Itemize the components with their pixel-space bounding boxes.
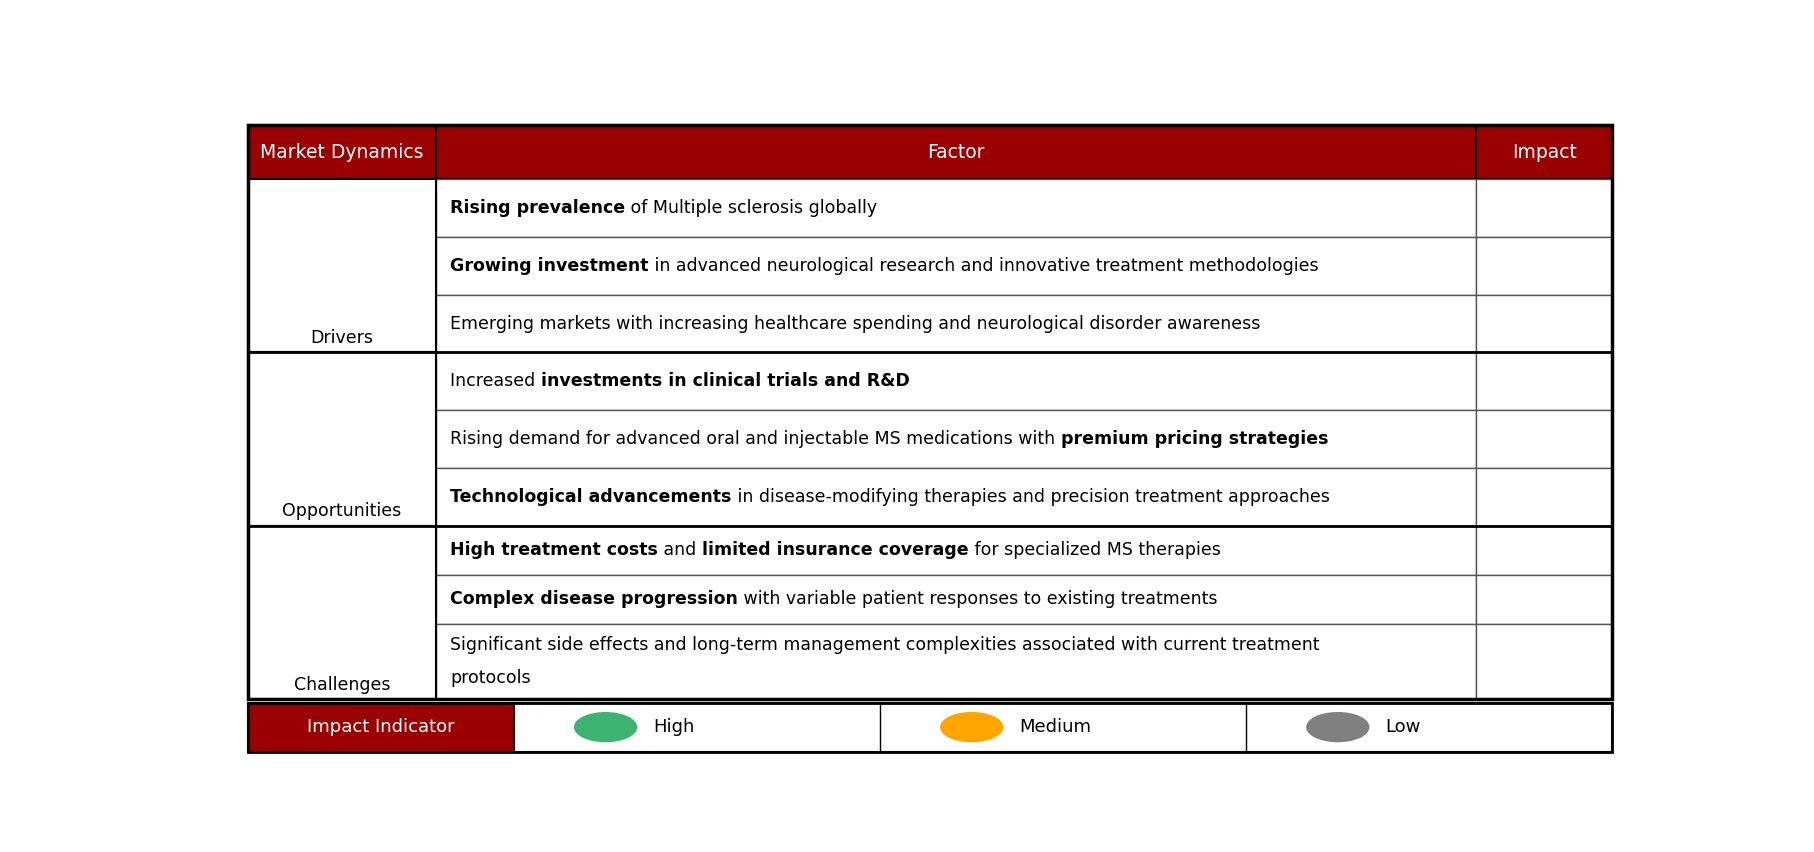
FancyBboxPatch shape [435, 237, 1475, 295]
FancyBboxPatch shape [1475, 574, 1611, 624]
Text: for specialized MS therapies: for specialized MS therapies [969, 541, 1219, 559]
FancyBboxPatch shape [1475, 179, 1611, 237]
Text: Rising demand for advanced oral and injectable MS medications with: Rising demand for advanced oral and inje… [450, 430, 1061, 448]
FancyBboxPatch shape [1475, 353, 1611, 410]
Text: and: and [658, 541, 702, 559]
Text: Impact Indicator: Impact Indicator [307, 718, 455, 736]
Circle shape [1306, 712, 1368, 741]
Text: Market Dynamics: Market Dynamics [259, 142, 424, 162]
FancyBboxPatch shape [435, 179, 1475, 237]
Text: Drivers: Drivers [310, 329, 374, 347]
Text: Low: Low [1384, 718, 1420, 736]
Text: Growing investment: Growing investment [450, 256, 648, 274]
Text: Medium: Medium [1019, 718, 1090, 736]
Text: Technological advancements: Technological advancements [450, 488, 731, 506]
Text: High treatment costs: High treatment costs [450, 541, 658, 559]
Text: investments in clinical trials and R&D: investments in clinical trials and R&D [541, 372, 909, 390]
Circle shape [575, 712, 637, 741]
FancyBboxPatch shape [1475, 468, 1611, 526]
Text: limited insurance coverage: limited insurance coverage [702, 541, 969, 559]
FancyBboxPatch shape [435, 295, 1475, 353]
Text: Complex disease progression: Complex disease progression [450, 590, 738, 608]
FancyBboxPatch shape [435, 468, 1475, 526]
FancyBboxPatch shape [1475, 125, 1611, 179]
FancyBboxPatch shape [249, 526, 435, 699]
Text: of Multiple sclerosis globally: of Multiple sclerosis globally [626, 199, 878, 217]
Text: in advanced neurological research and innovative treatment methodologies: in advanced neurological research and in… [648, 256, 1317, 274]
Text: Rising prevalence: Rising prevalence [450, 199, 626, 217]
FancyBboxPatch shape [513, 703, 1611, 751]
FancyBboxPatch shape [1475, 295, 1611, 353]
Text: Significant side effects and long-term management complexities associated with c: Significant side effects and long-term m… [450, 636, 1319, 653]
FancyBboxPatch shape [1475, 410, 1611, 468]
FancyBboxPatch shape [435, 410, 1475, 468]
Text: Impact: Impact [1511, 142, 1576, 162]
FancyBboxPatch shape [249, 179, 435, 353]
FancyBboxPatch shape [1475, 624, 1611, 699]
FancyBboxPatch shape [1475, 237, 1611, 295]
Text: premium pricing strategies: premium pricing strategies [1061, 430, 1328, 448]
FancyBboxPatch shape [435, 574, 1475, 624]
Text: with variable patient responses to existing treatments: with variable patient responses to exist… [738, 590, 1217, 608]
Text: Opportunities: Opportunities [283, 503, 401, 521]
FancyBboxPatch shape [249, 353, 435, 526]
Text: Factor: Factor [927, 142, 985, 162]
Text: protocols: protocols [450, 669, 532, 687]
FancyBboxPatch shape [435, 624, 1475, 699]
Text: Emerging markets with increasing healthcare spending and neurological disorder a: Emerging markets with increasing healthc… [450, 314, 1261, 332]
FancyBboxPatch shape [435, 353, 1475, 410]
FancyBboxPatch shape [249, 125, 435, 179]
Text: Increased: Increased [450, 372, 541, 390]
Text: Challenges: Challenges [294, 676, 390, 694]
Text: in disease-modifying therapies and precision treatment approaches: in disease-modifying therapies and preci… [731, 488, 1330, 506]
FancyBboxPatch shape [435, 125, 1475, 179]
FancyBboxPatch shape [1475, 526, 1611, 574]
FancyBboxPatch shape [249, 703, 513, 751]
Circle shape [940, 712, 1001, 741]
FancyBboxPatch shape [435, 526, 1475, 574]
Text: High: High [653, 718, 695, 736]
